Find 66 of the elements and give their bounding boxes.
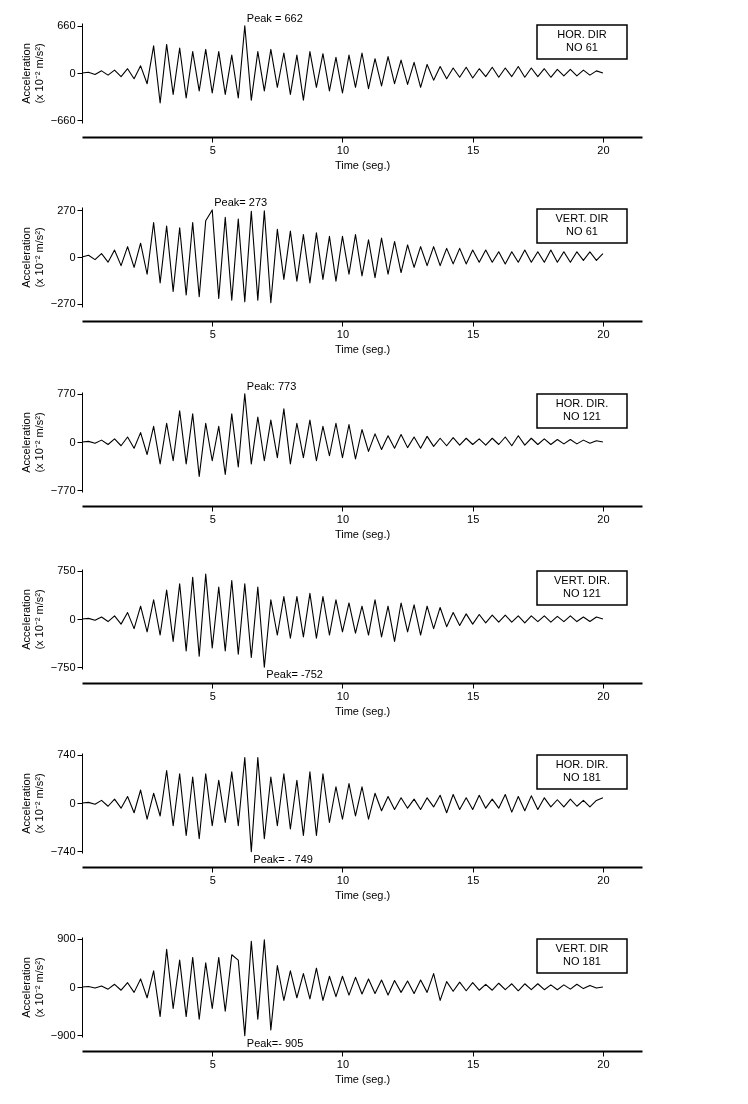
x-axis-title: Time (seg.) [334,704,391,717]
x-tick-label: 5 [209,1057,216,1070]
y-tick-label: 0 [69,66,76,79]
x-tick-label: 20 [597,327,610,340]
y-tick-label: 0 [69,980,76,993]
annotation: Peak= -752 [266,668,323,681]
annotation: HOR. DIR. NO 181 [555,758,609,783]
y-axis-title: Acceleration (x 10⁻² m/s²) [19,227,45,288]
x-axis-title: Time (seg.) [334,158,391,171]
annotation: HOR. DIR. NO 121 [555,397,609,422]
annotation: Peak= 273 [214,195,268,208]
annotation: Peak= - 749 [253,852,313,865]
x-axis-title: Time (seg.) [334,888,391,901]
x-tick-label: 10 [336,689,350,702]
x-tick-label: 10 [336,512,350,525]
x-tick-label: 20 [597,512,610,525]
x-tick-label: 15 [467,689,480,702]
x-axis-title: Time (seg.) [334,342,391,355]
y-tick-label: −900 [50,1028,76,1041]
annotation: VERT. DIR NO 181 [555,942,609,967]
y-axis-title: Acceleration (x 10⁻² m/s²) [19,957,45,1018]
x-tick-label: 15 [467,143,480,156]
x-tick-label: 20 [597,143,610,156]
x-tick-label: 10 [336,1057,350,1070]
y-tick-label: −270 [50,297,76,310]
x-tick-label: 15 [467,512,480,525]
y-tick-label: 0 [69,250,76,263]
y-tick-label: 0 [69,435,76,448]
y-tick-label: 270 [57,203,76,216]
y-tick-label: 660 [57,19,76,32]
y-tick-label: −750 [50,660,76,673]
x-tick-label: 20 [597,689,610,702]
x-tick-label: 15 [467,873,480,886]
x-tick-label: 10 [336,327,350,340]
x-tick-label: 5 [209,689,216,702]
y-axis-title: Acceleration (x 10⁻² m/s²) [19,589,45,650]
x-axis-title: Time (seg.) [334,527,391,540]
annotation: VERT. DIR NO 61 [555,212,609,237]
y-axis-title: Acceleration (x 10⁻² m/s²) [19,43,45,104]
x-axis-title: Time (seg.) [334,1072,391,1085]
x-tick-label: 15 [467,327,480,340]
y-tick-label: 740 [57,748,76,761]
y-tick-label: 900 [57,932,76,945]
annotation: VERT. DIR. NO 121 [553,574,611,599]
x-tick-label: 5 [209,143,216,156]
y-tick-label: 0 [69,796,76,809]
x-tick-label: 15 [467,1057,480,1070]
x-tick-label: 20 [597,1057,610,1070]
y-tick-label: −660 [50,113,76,126]
x-tick-label: 5 [209,327,216,340]
annotation: Peak = 662 [246,11,303,24]
y-axis-title: Acceleration (x 10⁻² m/s²) [19,412,45,473]
annotation: Peak: 773 [246,379,297,392]
y-tick-label: −770 [50,483,76,496]
x-tick-label: 20 [597,873,610,886]
y-tick-label: −740 [50,844,76,857]
x-tick-label: 10 [336,143,350,156]
y-tick-label: 0 [69,612,76,625]
x-tick-label: 5 [209,512,216,525]
x-tick-label: 10 [336,873,350,886]
annotation: Peak=- 905 [246,1036,304,1049]
annotation: HOR. DIR NO 61 [557,28,607,53]
y-tick-label: 770 [57,387,76,400]
y-tick-label: 750 [57,564,76,577]
y-axis-title: Acceleration (x 10⁻² m/s²) [19,773,45,834]
x-tick-label: 5 [209,873,216,886]
